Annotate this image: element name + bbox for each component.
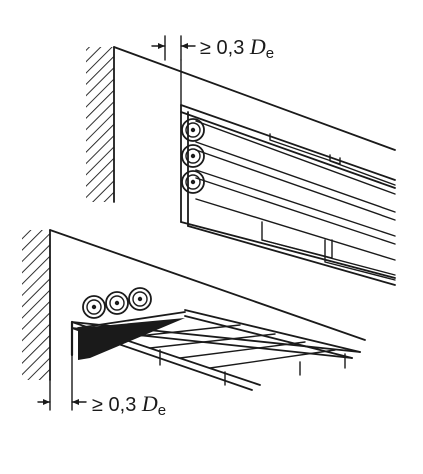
top-dim-subscript: e <box>266 45 274 62</box>
top-wall <box>86 46 115 203</box>
bottom-dimension-label: ≥ 0,3 De <box>92 391 166 419</box>
bottom-dim-subscript: e <box>158 402 166 419</box>
top-dim-symbol: D <box>249 34 266 59</box>
top-dimension-label: ≥ 0,3 De <box>200 34 274 62</box>
top-ceiling-lines <box>113 46 396 151</box>
svg-text:≥ 0,3 De: ≥ 0,3 De <box>200 34 274 62</box>
bottom-dimension-marker <box>37 354 87 411</box>
bottom-wall <box>22 229 51 381</box>
top-cable-bundle <box>181 118 205 194</box>
bottom-ceiling-lines <box>49 229 366 341</box>
top-dimension-marker <box>151 35 196 106</box>
bottom-support-bracket <box>70 311 186 360</box>
bottom-dim-symbol: D <box>141 391 158 416</box>
top-dim-prefix: ≥ 0,3 <box>200 37 250 59</box>
bottom-cable-bundle <box>82 287 152 319</box>
svg-text:≥ 0,3 De: ≥ 0,3 De <box>92 391 166 419</box>
bottom-dim-prefix: ≥ 0,3 <box>92 394 142 416</box>
top-cable-tray <box>180 104 396 286</box>
